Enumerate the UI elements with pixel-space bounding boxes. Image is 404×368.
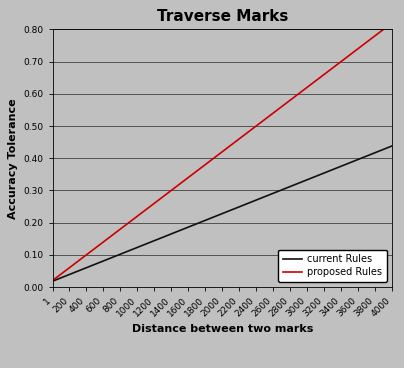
current Rules — [169, 232, 174, 236]
current Rules — [67, 272, 72, 277]
proposed Rules — [356, 46, 360, 51]
Y-axis label: Accuracy Tolerance: Accuracy Tolerance — [8, 98, 18, 219]
Line: proposed Rules: proposed Rules — [53, 23, 392, 280]
current Rules — [135, 245, 140, 250]
current Rules — [271, 191, 276, 195]
current Rules — [50, 279, 55, 283]
proposed Rules — [305, 85, 309, 90]
proposed Rules — [67, 266, 72, 270]
proposed Rules — [271, 111, 276, 115]
proposed Rules — [322, 72, 326, 77]
current Rules — [389, 144, 394, 148]
current Rules — [254, 198, 259, 202]
proposed Rules — [50, 278, 55, 283]
proposed Rules — [84, 252, 89, 257]
proposed Rules — [220, 150, 225, 154]
current Rules — [84, 266, 89, 270]
proposed Rules — [101, 240, 106, 244]
proposed Rules — [152, 201, 157, 205]
X-axis label: Distance between two marks: Distance between two marks — [132, 324, 313, 334]
current Rules — [186, 225, 191, 229]
current Rules — [356, 158, 360, 162]
current Rules — [152, 238, 157, 243]
proposed Rules — [186, 176, 191, 180]
current Rules — [220, 211, 225, 216]
current Rules — [305, 178, 309, 182]
proposed Rules — [254, 124, 259, 128]
Line: current Rules: current Rules — [53, 146, 392, 281]
proposed Rules — [372, 34, 377, 38]
proposed Rules — [389, 21, 394, 25]
current Rules — [288, 184, 292, 189]
proposed Rules — [288, 98, 292, 102]
proposed Rules — [169, 188, 174, 193]
proposed Rules — [237, 137, 242, 141]
current Rules — [372, 151, 377, 155]
Title: Traverse Marks: Traverse Marks — [156, 9, 288, 24]
current Rules — [339, 164, 343, 169]
proposed Rules — [135, 214, 140, 218]
proposed Rules — [118, 227, 123, 231]
current Rules — [101, 259, 106, 263]
current Rules — [237, 205, 242, 209]
proposed Rules — [203, 163, 208, 167]
current Rules — [203, 218, 208, 223]
current Rules — [322, 171, 326, 175]
Legend: current Rules, proposed Rules: current Rules, proposed Rules — [278, 250, 387, 282]
current Rules — [118, 252, 123, 256]
proposed Rules — [339, 59, 343, 64]
